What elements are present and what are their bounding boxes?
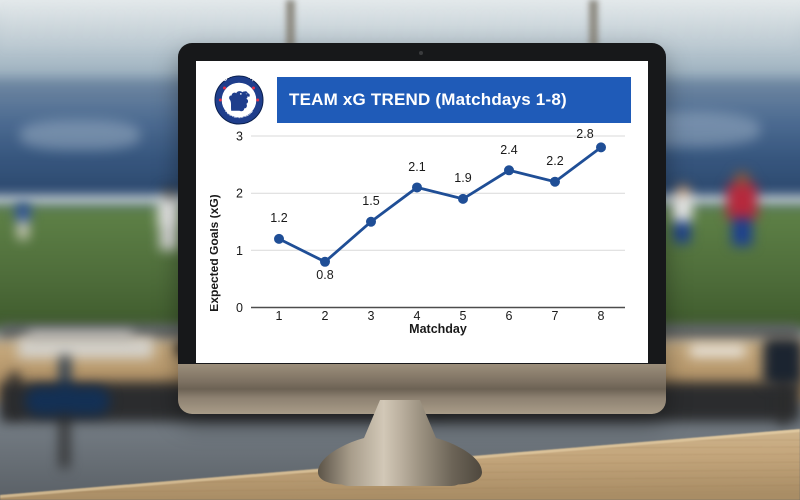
- svg-text:1.9: 1.9: [454, 171, 471, 185]
- svg-text:8: 8: [598, 309, 605, 323]
- svg-text:4: 4: [414, 309, 421, 323]
- svg-text:2: 2: [322, 309, 329, 323]
- svg-text:1.5: 1.5: [362, 194, 379, 208]
- svg-text:Expected Goals (xG): Expected Goals (xG): [210, 194, 221, 311]
- svg-text:0: 0: [236, 301, 243, 315]
- svg-text:3: 3: [368, 309, 375, 323]
- svg-text:2.1: 2.1: [408, 160, 425, 174]
- svg-text:0.8: 0.8: [316, 268, 333, 282]
- svg-text:5: 5: [460, 309, 467, 323]
- svg-text:2.4: 2.4: [500, 143, 517, 157]
- svg-text:7: 7: [552, 309, 559, 323]
- svg-text:1.2: 1.2: [270, 211, 287, 225]
- svg-text:6: 6: [506, 309, 513, 323]
- svg-text:Matchday: Matchday: [409, 322, 467, 336]
- svg-text:1: 1: [276, 309, 283, 323]
- svg-text:1: 1: [236, 244, 243, 258]
- svg-text:2: 2: [236, 187, 243, 201]
- svg-text:2.8: 2.8: [576, 127, 593, 141]
- svg-text:2.2: 2.2: [546, 154, 563, 168]
- svg-text:3: 3: [236, 130, 243, 144]
